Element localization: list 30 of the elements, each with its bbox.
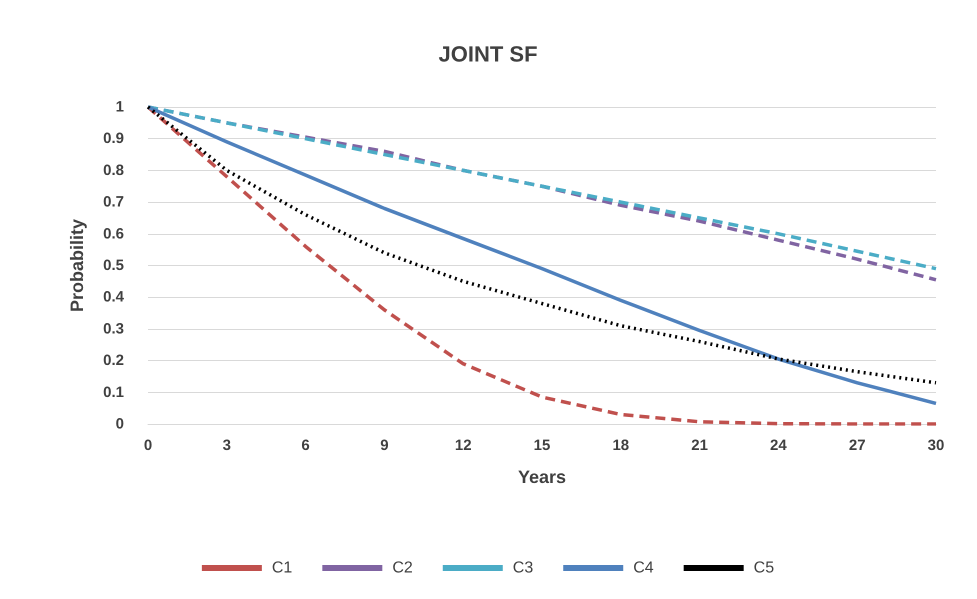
- y-tick-label: 0.4: [103, 288, 125, 306]
- y-tick-label: 0.7: [103, 194, 124, 211]
- legend-label: C4: [633, 560, 654, 576]
- legend-label: C1: [272, 560, 292, 576]
- legend-label: C5: [754, 560, 774, 576]
- x-tick-label: 21: [691, 437, 708, 454]
- legend-label: C2: [392, 560, 413, 576]
- x-tick-label: 6: [301, 437, 310, 454]
- x-tick-label: 0: [144, 437, 152, 454]
- x-tick-label: 12: [454, 437, 472, 454]
- y-tick-label: 0.5: [103, 257, 124, 274]
- x-axis-title: Years: [518, 467, 566, 487]
- y-tick-label: 0.1: [103, 384, 124, 401]
- x-tick-label: 9: [380, 437, 389, 454]
- x-tick-label: 27: [848, 437, 866, 454]
- y-tick-label: 1: [116, 98, 124, 116]
- x-tick-label: 15: [534, 437, 550, 454]
- x-tick-label: 3: [222, 437, 231, 454]
- y-tick-label: 0.8: [103, 162, 124, 179]
- y-axis-title: Probability: [67, 218, 87, 312]
- y-tick-label: 0: [116, 416, 124, 432]
- x-tick-label: 30: [928, 437, 944, 454]
- y-tick-label: 0.6: [103, 225, 124, 242]
- chart-title: JOINT SF: [438, 42, 538, 66]
- x-tick-label: 24: [770, 437, 788, 454]
- legend-label: C3: [512, 560, 534, 576]
- y-tick-label: 0.9: [103, 130, 124, 148]
- y-tick-label: 0.3: [103, 320, 124, 338]
- y-tick-label: 0.2: [103, 352, 124, 370]
- x-tick-label: 18: [612, 437, 630, 454]
